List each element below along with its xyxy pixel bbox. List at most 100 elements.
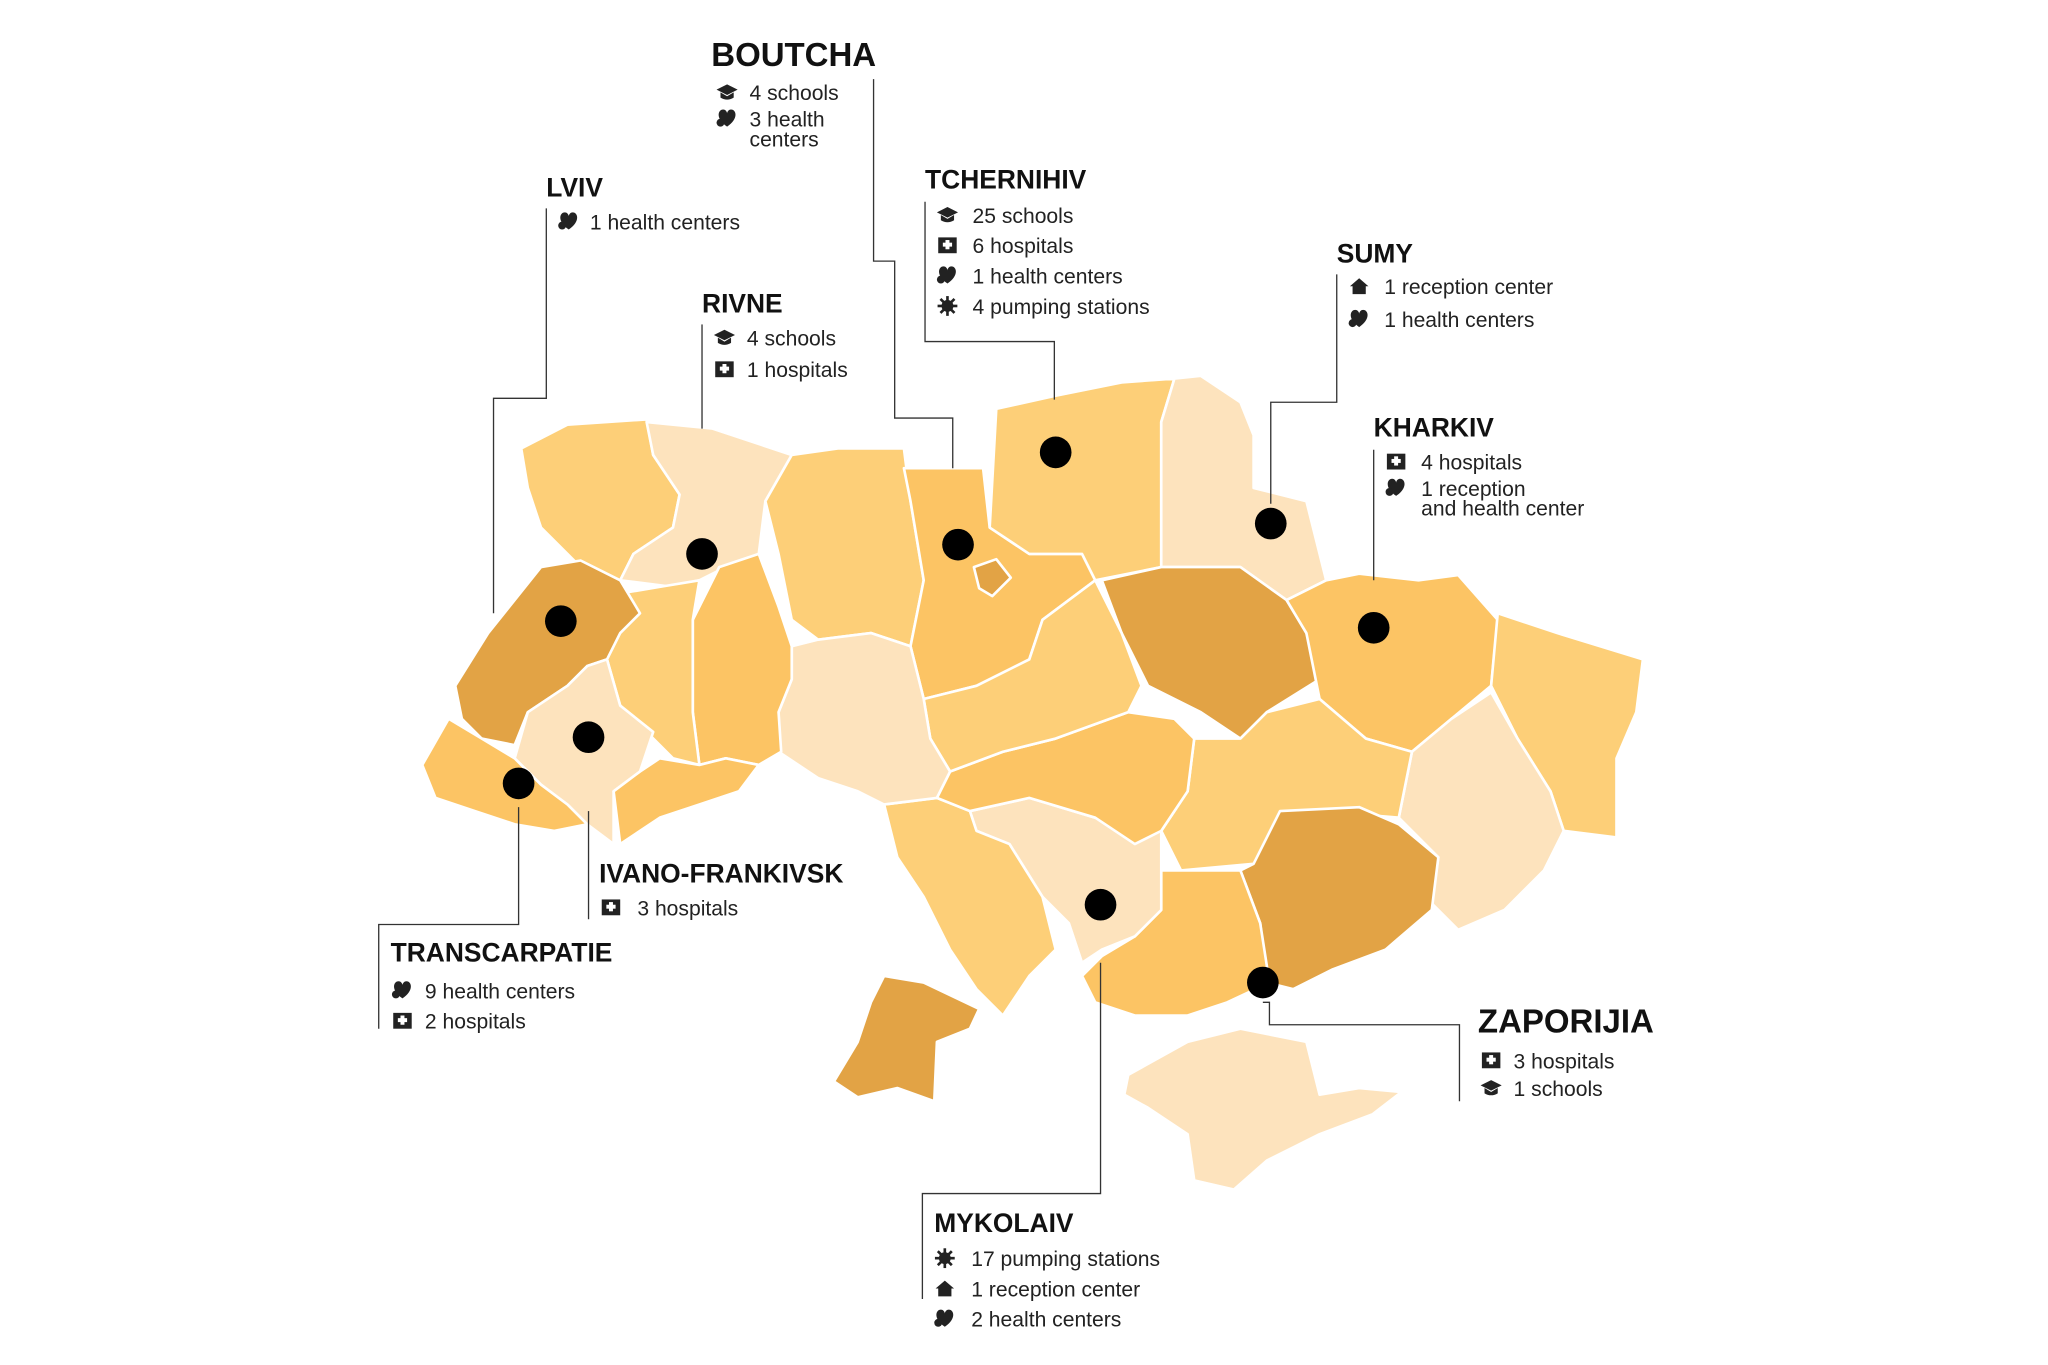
region-title: BOUTCHA bbox=[711, 36, 876, 73]
stat-text: 6 hospitals bbox=[973, 235, 1074, 258]
stat-text: 3 health bbox=[750, 109, 825, 132]
stat-item: 2 hospitals bbox=[393, 1011, 526, 1034]
region-title: RIVNE bbox=[702, 289, 783, 319]
leader-line bbox=[924, 201, 1056, 400]
stat-text: centers bbox=[750, 128, 819, 151]
leader-lines bbox=[378, 79, 1461, 1300]
stat-item: 4 schools bbox=[713, 328, 836, 351]
heart-icon bbox=[716, 109, 736, 127]
hospital-icon bbox=[715, 361, 734, 378]
callout-ivano-frankivsk: IVANO-FRANKIVSK 3 hospitals bbox=[599, 858, 843, 920]
stat-item: 4 schools bbox=[716, 82, 839, 105]
leader-line bbox=[1262, 1001, 1461, 1102]
location-marker bbox=[502, 767, 535, 800]
region-zaporizhzhia bbox=[1239, 805, 1440, 991]
heart-icon bbox=[558, 212, 578, 230]
region-title: SUMY bbox=[1337, 238, 1414, 268]
stat-item: 1 schools bbox=[1480, 1078, 1603, 1101]
pump-icon bbox=[934, 1248, 955, 1269]
map-regions bbox=[420, 374, 1645, 1191]
pump-icon bbox=[937, 296, 958, 316]
callout-mykolaiv: MYKOLAIV 17 pumping stations 1 reception c… bbox=[934, 1208, 1160, 1332]
stat-text: 1 health centers bbox=[590, 211, 740, 234]
heart-icon bbox=[1348, 309, 1368, 328]
stat-item: 9 health centers bbox=[391, 980, 575, 1003]
callout-rivne: RIVNE 4 schools 1 hospitals bbox=[702, 289, 848, 383]
region-kyiv-city bbox=[972, 557, 1013, 598]
region-odesa bbox=[882, 796, 1057, 1017]
location-marker bbox=[572, 721, 605, 754]
leader-line bbox=[492, 208, 547, 614]
region-sumy bbox=[1159, 374, 1328, 602]
location-marker bbox=[1247, 966, 1279, 999]
stat-item: 3 hospitals bbox=[1481, 1050, 1615, 1073]
stat-text: 4 pumping stations bbox=[973, 296, 1150, 319]
region-title: IVANO-FRANKIVSK bbox=[599, 858, 843, 888]
leader-line bbox=[1270, 274, 1338, 504]
graduation-cap-icon bbox=[1480, 1080, 1502, 1096]
stat-text: and health center bbox=[1421, 498, 1584, 521]
stat-item: 2 health centers bbox=[934, 1309, 1121, 1332]
leader-line bbox=[378, 807, 520, 1029]
stat-text: 17 pumping stations bbox=[971, 1248, 1160, 1271]
region-title: MYKOLAIV bbox=[934, 1208, 1074, 1238]
location-marker bbox=[1254, 507, 1287, 540]
stat-item: 4 hospitals bbox=[1386, 452, 1522, 475]
region-zhytomyr bbox=[764, 447, 926, 648]
stat-item: 25 schools bbox=[936, 205, 1073, 228]
heart-icon bbox=[934, 1309, 954, 1327]
stat-text: 4 hospitals bbox=[1421, 452, 1522, 475]
location-marker bbox=[686, 538, 718, 570]
stat-text: 3 hospitals bbox=[1514, 1050, 1615, 1073]
graduation-cap-icon bbox=[716, 84, 738, 100]
region-khmelnytskyi bbox=[691, 552, 794, 767]
stat-text: 3 hospitals bbox=[637, 897, 738, 920]
location-marker bbox=[1357, 611, 1390, 644]
stat-text: 1 reception bbox=[1421, 478, 1525, 501]
hospital-icon bbox=[938, 237, 957, 254]
heart-icon bbox=[936, 266, 956, 284]
hospital-icon bbox=[393, 1012, 412, 1029]
location-marker bbox=[1084, 888, 1117, 921]
house-icon bbox=[1349, 278, 1369, 295]
heart-icon bbox=[391, 981, 411, 999]
callout-sumy: SUMY 1 reception center 1 health centers bbox=[1337, 238, 1553, 332]
stat-item: 1 reception center bbox=[1349, 276, 1553, 299]
stat-text: 4 schools bbox=[750, 82, 839, 105]
stat-text: 2 health centers bbox=[971, 1309, 1121, 1332]
region-title: TRANSCARPATIE bbox=[391, 937, 613, 967]
stat-text: 4 schools bbox=[747, 328, 836, 351]
callout-lviv: LVIV 1 health centers bbox=[546, 173, 740, 235]
location-markers bbox=[502, 436, 1390, 999]
stat-text: 1 schools bbox=[1514, 1078, 1603, 1101]
leader-line bbox=[872, 79, 954, 469]
stat-item: 3 hospitals bbox=[601, 897, 738, 920]
region-title: KHARKIV bbox=[1374, 413, 1495, 443]
stat-item: 6 hospitals bbox=[938, 235, 1073, 258]
graduation-cap-icon bbox=[936, 207, 959, 223]
region-title: ZAPORIJIA bbox=[1478, 1003, 1654, 1040]
region-title: LVIV bbox=[546, 173, 603, 203]
stat-text: 1 reception center bbox=[971, 1278, 1140, 1301]
region-odesa-south bbox=[832, 974, 981, 1103]
region-title: TCHERNIHIV bbox=[925, 165, 1087, 195]
leader-line bbox=[921, 962, 1102, 1300]
hospital-icon bbox=[601, 899, 621, 916]
location-marker bbox=[1039, 436, 1072, 469]
stat-text: 9 health centers bbox=[425, 980, 575, 1003]
stat-text: 2 hospitals bbox=[425, 1011, 526, 1034]
callout-tchernihiv: TCHERNIHIV 25 schools 6 hospitals 1 health … bbox=[925, 165, 1150, 319]
stat-item: 1 health centers bbox=[1348, 309, 1534, 332]
stat-item: 1 health centers bbox=[936, 266, 1123, 289]
callout-transcarpatie: TRANSCARPATIE 9 health centers 2 hospitals bbox=[391, 937, 613, 1033]
region-zakarpattia bbox=[420, 717, 589, 833]
stat-item: 17 pumping stations bbox=[934, 1248, 1160, 1271]
stat-text: 1 health centers bbox=[1384, 309, 1534, 332]
region-chernivtsi bbox=[612, 757, 761, 846]
